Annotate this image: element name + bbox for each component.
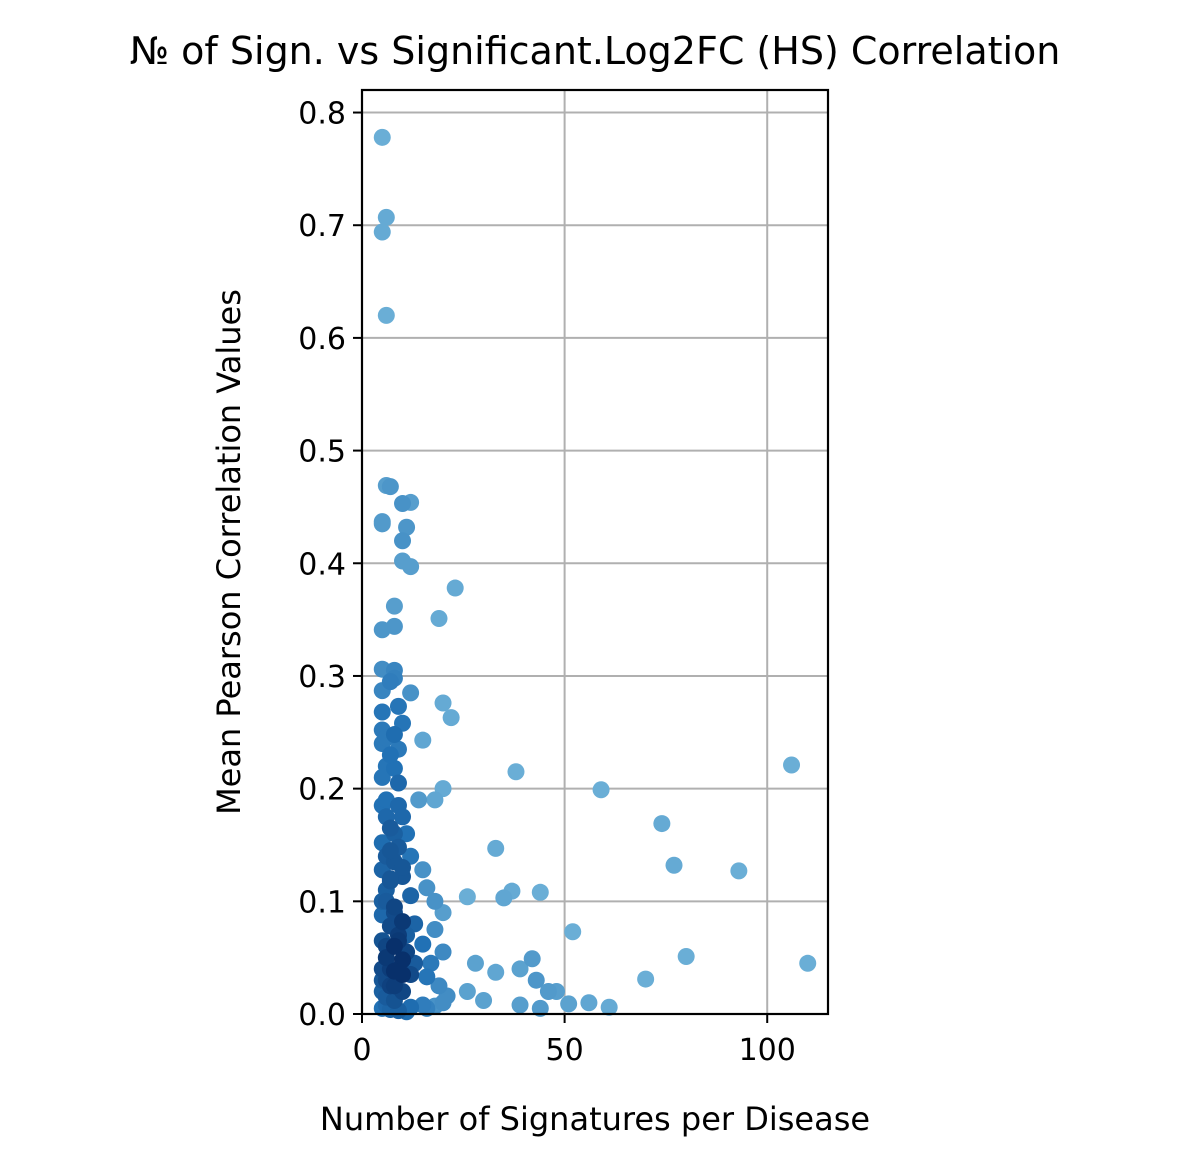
data-point: [600, 998, 618, 1016]
data-point: [507, 763, 525, 781]
data-point: [430, 609, 448, 627]
data-point: [434, 994, 452, 1012]
data-point: [402, 684, 420, 702]
data-point: [385, 597, 403, 615]
data-point: [511, 960, 529, 978]
data-point: [402, 887, 420, 905]
data-point: [402, 558, 420, 576]
x-tick-label: 100: [739, 1033, 796, 1068]
y-axis: 0.0 0.1 0.2 0.3 0.4 0.5 0.6 0.7 0.8: [298, 97, 362, 1033]
x-tick-label: 50: [546, 1033, 584, 1068]
data-point: [394, 495, 412, 513]
data-point: [487, 839, 505, 857]
data-point: [385, 726, 403, 744]
data-point: [446, 579, 464, 597]
data-point: [422, 954, 440, 972]
data-point: [434, 694, 452, 712]
data-point: [418, 879, 436, 897]
data-point: [653, 815, 671, 833]
data-point: [381, 842, 399, 860]
data-point: [381, 746, 399, 764]
data-point: [381, 478, 399, 496]
data-point: [373, 768, 391, 786]
y-axis-label: Mean Pearson Correlation Values: [210, 289, 248, 815]
data-point: [430, 977, 448, 995]
y-tick-label: 0.3: [298, 660, 346, 695]
data-point: [385, 898, 403, 916]
data-point: [373, 621, 391, 639]
data-point: [373, 223, 391, 241]
data-point: [385, 759, 403, 777]
data-point: [487, 963, 505, 981]
data-point: [410, 791, 428, 809]
data-point: [377, 208, 395, 226]
data-point: [426, 791, 444, 809]
x-axis: 0 50 100: [352, 1014, 796, 1068]
data-point: [466, 954, 484, 972]
data-point: [783, 756, 801, 774]
data-point: [434, 943, 452, 961]
y-tick-label: 0.6: [298, 322, 346, 357]
data-point: [414, 861, 432, 879]
data-points: [373, 128, 817, 1021]
data-point: [531, 883, 549, 901]
data-point: [394, 966, 412, 984]
y-tick-label: 0.8: [298, 97, 346, 132]
data-point: [442, 709, 460, 727]
data-point: [394, 859, 412, 877]
data-point: [458, 888, 476, 906]
data-point: [580, 994, 598, 1012]
data-point: [381, 870, 399, 888]
data-point: [377, 306, 395, 324]
data-point: [799, 954, 817, 972]
data-point: [385, 937, 403, 955]
data-point: [637, 970, 655, 988]
data-point: [373, 128, 391, 146]
x-axis-label: Number of Signatures per Disease: [320, 1100, 870, 1138]
grid-lines: [361, 90, 828, 1015]
data-point: [418, 968, 436, 986]
data-point: [398, 825, 416, 843]
y-tick-label: 0.2: [298, 773, 346, 808]
data-point: [458, 982, 476, 1000]
data-point: [414, 935, 432, 953]
data-point: [527, 971, 545, 989]
data-point: [523, 950, 541, 968]
data-point: [394, 532, 412, 550]
plot-frame: [360, 88, 830, 1016]
data-point: [560, 995, 578, 1013]
data-point: [398, 518, 416, 536]
data-point: [426, 892, 444, 910]
data-point: [531, 999, 549, 1017]
y-tick-label: 0.1: [298, 885, 346, 920]
y-tick-label: 0.7: [298, 209, 346, 244]
data-point: [564, 923, 582, 941]
data-point: [394, 808, 412, 826]
data-point: [592, 781, 610, 799]
data-point: [539, 982, 557, 1000]
x-tick-label: 0: [352, 1033, 371, 1068]
data-point: [373, 515, 391, 533]
data-point: [511, 996, 529, 1014]
data-point: [414, 731, 432, 749]
chart-title: № of Sign. vs Significant.Log2FC (HS) Co…: [130, 29, 1061, 73]
data-point: [677, 948, 695, 966]
data-point: [730, 862, 748, 880]
data-point: [495, 889, 513, 907]
data-point: [381, 673, 399, 691]
data-point: [665, 856, 683, 874]
y-tick-label: 0.4: [298, 547, 346, 582]
data-point: [394, 913, 412, 931]
y-tick-label: 0.0: [298, 998, 346, 1033]
data-point: [389, 697, 407, 715]
data-point: [389, 774, 407, 792]
data-point: [426, 920, 444, 938]
y-tick-label: 0.5: [298, 435, 346, 470]
data-point: [373, 660, 391, 678]
data-point: [475, 991, 493, 1009]
data-point: [373, 703, 391, 721]
data-point: [381, 819, 399, 837]
